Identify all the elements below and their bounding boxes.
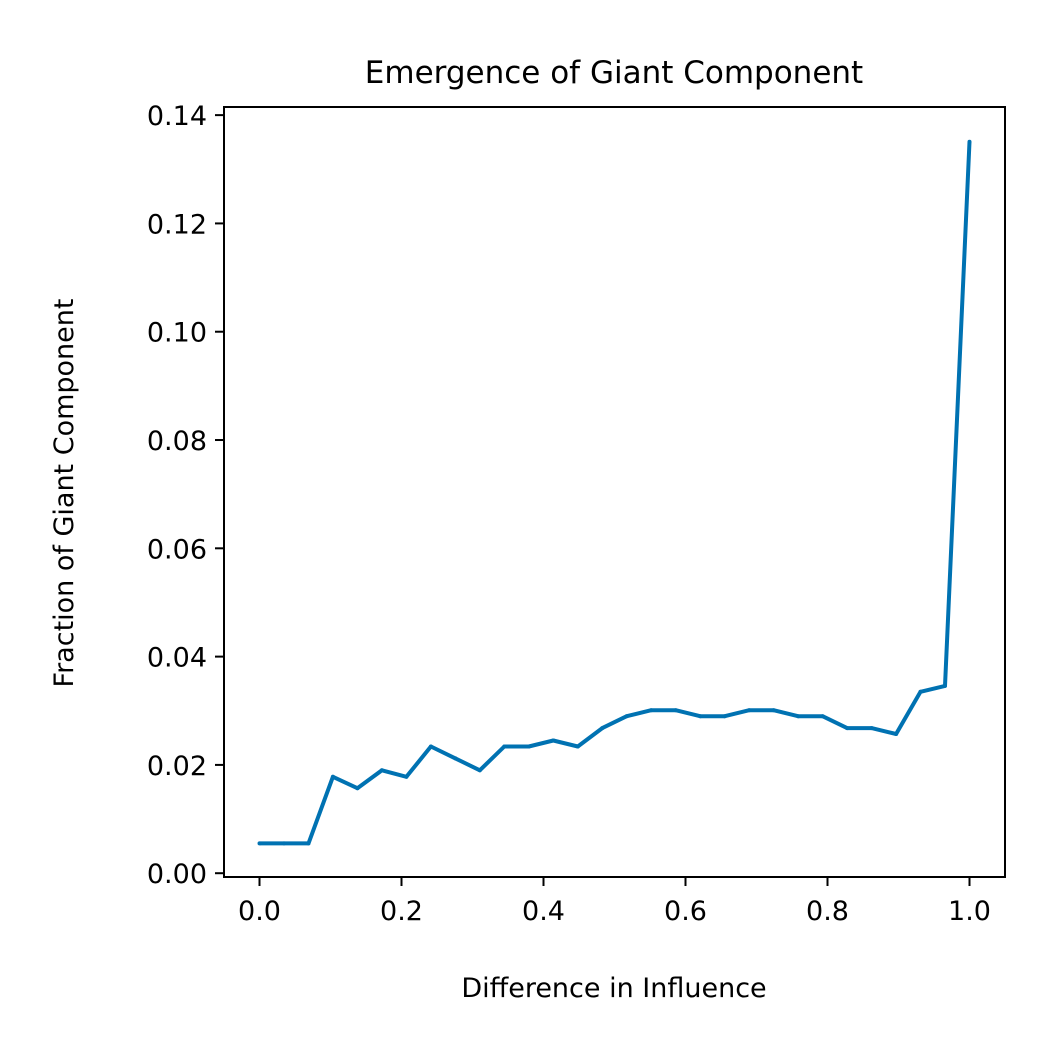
x-tick-label: 1.0 bbox=[948, 896, 991, 927]
data-point bbox=[428, 744, 433, 749]
chart-title: Emergence of Giant Component bbox=[365, 55, 863, 91]
data-point bbox=[673, 708, 678, 713]
series-layer bbox=[257, 139, 972, 846]
data-point bbox=[967, 139, 972, 144]
data-point bbox=[918, 689, 923, 694]
data-point bbox=[306, 841, 311, 846]
data-point bbox=[894, 732, 899, 736]
x-tick-label: 0.4 bbox=[522, 896, 565, 927]
data-point bbox=[747, 708, 752, 713]
x-tick-label: 0.0 bbox=[238, 896, 281, 927]
data-point bbox=[771, 708, 776, 713]
data-point bbox=[477, 768, 482, 773]
data-point bbox=[722, 714, 727, 719]
data-point bbox=[502, 744, 507, 749]
axis-ticks: 0.0 0.2 0.4 0.6 0.8 1.0 0.00 0.02 0.04 0.06 0.08 0.… bbox=[147, 101, 991, 927]
data-point bbox=[600, 726, 605, 731]
x-tick-label: 0.6 bbox=[664, 896, 707, 927]
y-tick-label: 0.12 bbox=[147, 209, 207, 240]
y-tick-label: 0.10 bbox=[147, 318, 207, 349]
data-point bbox=[943, 683, 947, 688]
data-point bbox=[282, 841, 286, 846]
x-axis-label: Difference in Influence bbox=[461, 973, 766, 1004]
data-point bbox=[624, 714, 629, 719]
y-tick-label: 0.06 bbox=[147, 534, 207, 565]
data-point bbox=[649, 708, 654, 713]
data-point bbox=[526, 744, 531, 749]
series-line bbox=[259, 141, 972, 846]
y-tick-label: 0.00 bbox=[147, 859, 207, 890]
data-point bbox=[379, 768, 384, 773]
data-point bbox=[551, 738, 556, 743]
y-tick-label: 0.14 bbox=[147, 101, 207, 132]
data-point bbox=[796, 714, 801, 719]
data-point bbox=[453, 756, 458, 761]
data-point bbox=[330, 774, 335, 779]
data-point bbox=[820, 714, 825, 719]
plot-frame bbox=[223, 106, 1006, 878]
data-point bbox=[575, 744, 580, 749]
x-tick-label: 0.2 bbox=[380, 896, 423, 927]
data-point bbox=[698, 714, 703, 719]
y-axis-label: Fraction of Giant Component bbox=[49, 299, 80, 688]
data-point bbox=[845, 726, 850, 731]
y-tick-label: 0.04 bbox=[147, 643, 207, 674]
data-point bbox=[355, 786, 360, 791]
y-tick-label: 0.02 bbox=[147, 751, 207, 782]
y-tick-label: 0.08 bbox=[147, 426, 207, 457]
data-point bbox=[404, 774, 409, 779]
data-point bbox=[257, 841, 262, 846]
data-point bbox=[869, 726, 874, 731]
x-tick-label: 0.8 bbox=[806, 896, 849, 927]
